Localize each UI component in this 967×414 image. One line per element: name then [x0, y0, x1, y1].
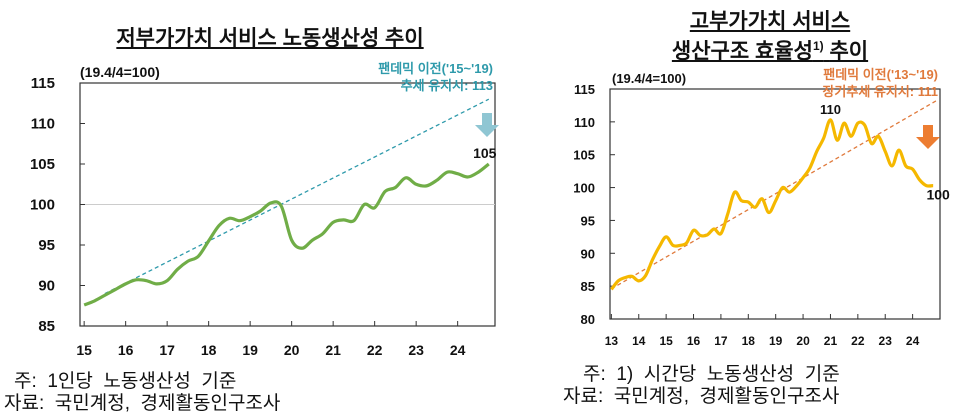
chart0-trend-annotation-line1: 팬데믹 이전('15~'19): [378, 61, 493, 76]
chart1-y-tick-label: 115: [574, 82, 595, 97]
chart1-y-tick-label: 95: [581, 213, 595, 228]
chart0-y-tick-label: 85: [38, 318, 55, 335]
chart0-y-tick-label: 100: [30, 197, 55, 214]
chart1-trend-annotation-line2: 장기추세 유지시: 111: [822, 84, 938, 99]
chart1-x-tick-label: 16: [687, 334, 701, 348]
right-title-line1: 고부가가치 서비스: [689, 10, 851, 33]
chart0-y-tick-label: 105: [30, 156, 55, 173]
chart1-x-tick-label: 15: [659, 334, 673, 348]
chart1-end-value-label: 100: [926, 187, 950, 203]
chart0-y-tick-label: 90: [38, 278, 55, 295]
chart0-unit-note: (19.4/4=100): [80, 64, 160, 80]
footnote-marker: 1): [812, 39, 824, 53]
chart1-x-tick-label: 18: [742, 334, 756, 348]
chart1-x-tick-label: 23: [879, 334, 893, 348]
chart1-trend-annotation-line1: 팬데믹 이전('13~'19): [823, 67, 938, 82]
chart1-y-tick-label: 100: [573, 181, 595, 196]
chart0-y-tick-label: 110: [31, 116, 55, 133]
chart0-productivity-series-line: [83, 162, 490, 307]
chart1-unit-note: (19.4/4=100): [612, 71, 686, 86]
chart1-plot-frame: [609, 88, 941, 320]
chart1-y-tick-label: 85: [581, 279, 595, 294]
chart0-pre-pandemic-trend-line: [104, 98, 490, 295]
left-note: 주: 1인당 노동생산성 기준: [14, 371, 237, 392]
chart0-down-arrow-icon: [475, 113, 499, 137]
chart0-x-tick-label: 15: [76, 342, 92, 358]
chart0-end-value-label: 105: [473, 145, 497, 161]
chart1-peak-value-label: 110: [820, 102, 841, 117]
right-chart-title: 고부가가치 서비스 생산구조 효율성1) 추이: [600, 10, 940, 64]
right-note: 주: 1) 시간당 노동생산성 기준: [583, 364, 840, 385]
chart1-y-tick-label: 80: [581, 312, 595, 327]
right-source: 자료: 국민계정, 경제활동인구조사: [563, 386, 840, 407]
chart1-x-tick-label: 14: [632, 334, 646, 348]
chart0-x-tick-label: 18: [201, 342, 217, 358]
chart1-x-tick-label: 24: [906, 334, 920, 348]
chart1-x-tick-label: 19: [769, 334, 783, 348]
left-chart-title: 저부가가치 서비스 노동생산성 추이: [116, 27, 424, 50]
chart0-x-tick-label: 20: [284, 342, 300, 358]
chart1-x-tick-label: 20: [796, 334, 810, 348]
left-source: 자료: 국민계정, 경제활동인구조사: [4, 393, 281, 414]
chart1-down-arrow-icon: [916, 125, 940, 149]
chart1-y-tick-label: 90: [581, 246, 595, 261]
chart0-y-tick-label: 115: [31, 75, 55, 92]
chart1-productivity-series-line: [610, 118, 934, 291]
chart0-x-tick-label: 22: [367, 342, 383, 358]
chart1-pre-pandemic-trend-line: [611, 99, 938, 290]
chart0-y-tick-label: 95: [38, 237, 55, 254]
chart0-x-tick-label: 19: [242, 342, 258, 358]
chart1-x-tick-label: 22: [851, 334, 865, 348]
chart1-x-tick-label: 17: [714, 334, 728, 348]
chart1-x-tick-label: 21: [824, 334, 838, 348]
right-title-line2-end: 추이: [829, 40, 869, 63]
chart0-x-tick-label: 24: [450, 342, 466, 358]
right-title-line2: 생산구조 효율성: [671, 40, 813, 63]
chart0-trend-annotation-line2: 추세 유지시: 113: [401, 78, 493, 93]
chart1-y-tick-label: 110: [574, 115, 595, 130]
chart1-y-tick-label: 105: [573, 148, 595, 163]
chart0-x-tick-label: 16: [118, 342, 134, 358]
chart0-x-tick-label: 23: [408, 342, 424, 358]
chart1-x-tick-label: 13: [605, 334, 619, 348]
chart0-x-tick-label: 21: [325, 342, 341, 358]
chart0-x-tick-label: 17: [159, 342, 175, 358]
